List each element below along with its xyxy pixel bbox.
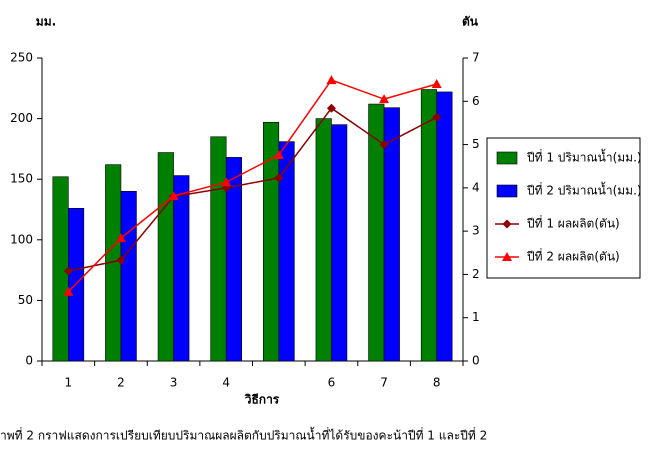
marker bbox=[116, 255, 126, 265]
y2-tick-label: 1 bbox=[472, 310, 480, 324]
x-tick-label: 2 bbox=[117, 376, 125, 390]
x-tick-label: 1 bbox=[64, 376, 72, 390]
y-tick-label: 50 bbox=[18, 293, 33, 307]
legend-label: ปีที่ 2 ผลผลิต(ตัน) bbox=[526, 248, 619, 264]
legend-label: ปีที่ 2 ปริมาณน้ำ(มม.) bbox=[526, 182, 641, 198]
y2-tick-label: 2 bbox=[472, 267, 480, 281]
x-axis-label: วิธีการ bbox=[244, 393, 279, 407]
legend-marker bbox=[502, 219, 512, 229]
y2-tick-label: 0 bbox=[472, 354, 480, 368]
y-tick-label: 250 bbox=[10, 51, 33, 65]
marker bbox=[379, 94, 390, 104]
marker bbox=[326, 103, 336, 113]
line bbox=[67, 79, 437, 293]
y-tick-label: 200 bbox=[10, 111, 33, 125]
y-tick-label: 0 bbox=[25, 354, 33, 368]
y-tick-label: 100 bbox=[10, 232, 33, 246]
marker bbox=[168, 191, 179, 201]
legend-marker bbox=[502, 252, 512, 261]
marker bbox=[273, 149, 284, 159]
bar bbox=[420, 89, 437, 362]
legend-label: ปีที่ 1 ปริมาณน้ำ(มม.) bbox=[526, 149, 641, 165]
marker bbox=[379, 140, 389, 150]
marker bbox=[63, 286, 74, 296]
bar bbox=[331, 124, 348, 362]
y2-tick-label: 5 bbox=[472, 137, 480, 151]
bar bbox=[157, 152, 174, 362]
y2-unit-label: ตัน bbox=[462, 15, 479, 29]
y2-tick-label: 7 bbox=[472, 51, 480, 65]
y2-tick-label: 6 bbox=[472, 94, 480, 108]
line bbox=[68, 107, 438, 272]
y-tick-label: 150 bbox=[10, 172, 33, 186]
legend-swatch bbox=[496, 184, 518, 198]
marker bbox=[115, 233, 126, 243]
bar bbox=[225, 157, 242, 362]
legend-label: ปีที่ 1 ผลผลิต(ตัน) bbox=[526, 215, 619, 231]
y2-tick-label: 4 bbox=[472, 180, 480, 194]
x-tick-label: 8 bbox=[433, 376, 441, 390]
caption: าพที่ 2 กราฟแสดงการเปรียบเทียบปริมาณผลผล… bbox=[0, 427, 487, 443]
bar bbox=[278, 141, 295, 362]
x-tick-label: 6 bbox=[328, 376, 336, 390]
bar bbox=[436, 91, 453, 362]
x-tick-label: 3 bbox=[170, 376, 178, 390]
marker bbox=[432, 112, 442, 122]
bar bbox=[120, 191, 137, 362]
y-unit-label: มม. bbox=[36, 15, 56, 29]
x-tick-label: 7 bbox=[380, 376, 388, 390]
bar bbox=[173, 175, 190, 362]
legend-swatch bbox=[496, 151, 518, 165]
marker bbox=[326, 75, 337, 85]
marker bbox=[63, 266, 73, 276]
bar bbox=[383, 107, 400, 362]
y2-tick-label: 3 bbox=[472, 224, 480, 238]
marker bbox=[274, 173, 284, 183]
marker bbox=[221, 177, 232, 187]
marker bbox=[431, 78, 442, 88]
x-tick-label: 4 bbox=[222, 376, 230, 390]
bar bbox=[315, 118, 332, 362]
bar bbox=[210, 136, 227, 362]
